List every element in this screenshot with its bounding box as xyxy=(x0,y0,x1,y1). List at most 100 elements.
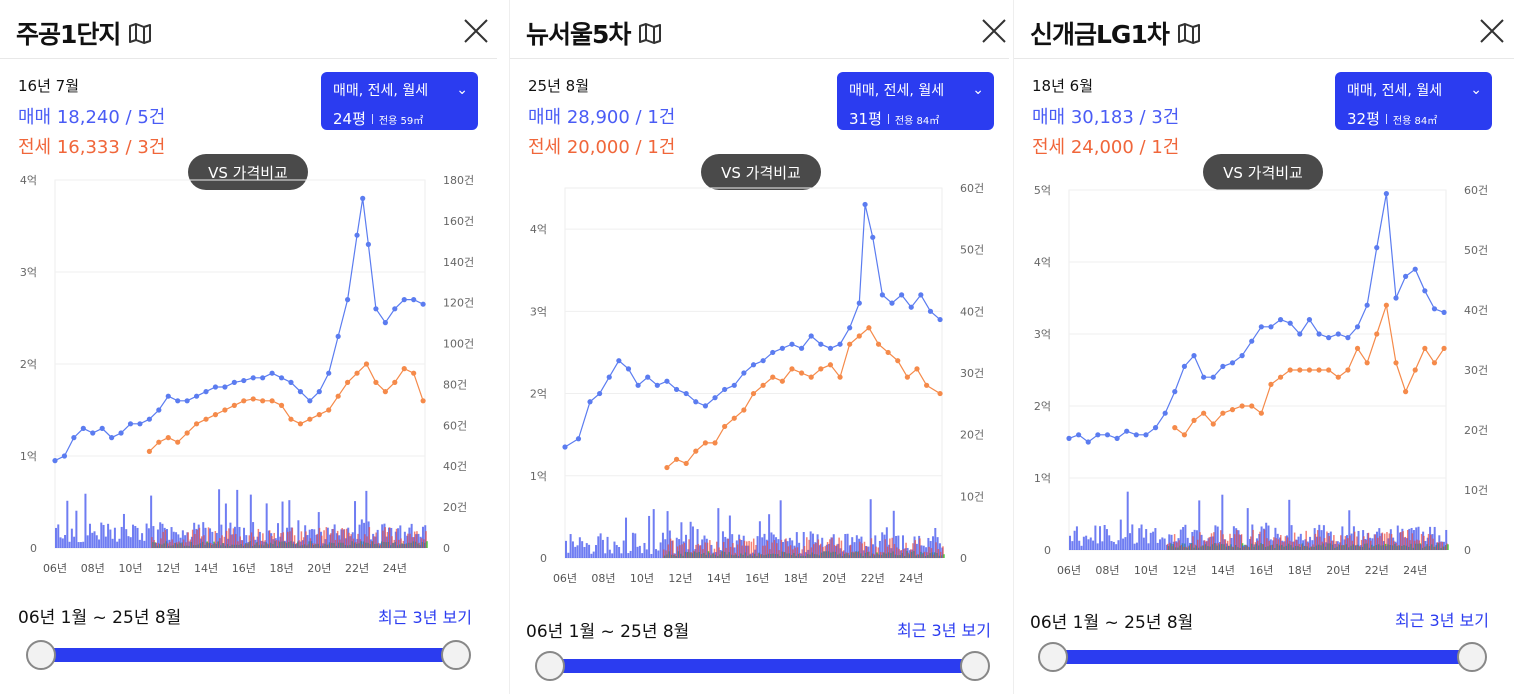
volume-bar xyxy=(1224,539,1227,550)
filter-dropdown[interactable]: 매매, 전세, 월세 ⌄ 32평 전용 84㎡ xyxy=(1335,72,1492,130)
volume-bar xyxy=(748,540,750,558)
volume-bar xyxy=(1185,546,1187,550)
volume-bar xyxy=(595,545,598,558)
volume-bar xyxy=(939,551,942,558)
apartment-title: 신개금LG1차 xyxy=(1030,20,1170,49)
y-right-tick-label: 10건 xyxy=(1464,484,1488,497)
volume-bar xyxy=(1374,534,1377,550)
close-icon[interactable] xyxy=(459,14,493,48)
volume-bar xyxy=(907,552,910,558)
map-icon[interactable] xyxy=(1177,22,1201,44)
volume-bar xyxy=(332,528,334,548)
volume-bar xyxy=(812,544,815,558)
range-slider-end-handle[interactable] xyxy=(960,651,990,681)
volume-bar xyxy=(1159,539,1162,550)
volume-bar xyxy=(64,535,67,548)
volume-bar xyxy=(368,527,371,548)
range-slider-start-handle[interactable] xyxy=(535,651,565,681)
volume-bar xyxy=(407,533,409,548)
range-slider-end-handle[interactable] xyxy=(1457,642,1487,672)
data-point xyxy=(895,358,901,364)
jeonse-price: 전세 16,333 / 3건 xyxy=(18,137,166,158)
volume-bar xyxy=(143,540,146,548)
range-slider-track[interactable] xyxy=(550,659,976,673)
map-icon[interactable] xyxy=(638,22,662,44)
filter-dropdown[interactable]: 매매, 전세, 월세 ⌄ 24평 전용 59㎡ xyxy=(321,72,478,130)
data-point xyxy=(875,341,882,347)
data-point xyxy=(1441,345,1447,351)
volume-bar xyxy=(685,534,688,558)
volume-bar xyxy=(1215,543,1217,550)
volume-bar xyxy=(1415,527,1418,550)
data-point xyxy=(1364,360,1370,366)
volume-bar xyxy=(370,541,373,548)
volume-bar xyxy=(631,532,634,558)
volume-bar xyxy=(889,538,891,558)
volume-bar xyxy=(1285,535,1288,550)
volume-bar xyxy=(808,539,810,558)
volume-bar xyxy=(245,535,248,548)
volume-bar xyxy=(1212,536,1215,550)
volume-bar xyxy=(1388,533,1391,550)
date-range-label: 06년 1월 ~ 25년 8월 xyxy=(18,608,182,628)
volume-bar xyxy=(681,544,683,558)
data-point xyxy=(1085,439,1091,445)
volume-bar xyxy=(704,542,706,558)
volume-bar xyxy=(615,545,618,558)
volume-bar xyxy=(1346,538,1349,550)
volume-bar xyxy=(225,530,228,548)
volume-bar xyxy=(1402,531,1404,550)
y-right-tick-label: 0 xyxy=(443,542,450,555)
data-point xyxy=(798,370,805,376)
volume-bar xyxy=(1401,528,1404,550)
volume-bar xyxy=(1092,540,1095,550)
volume-bar xyxy=(1273,537,1275,550)
volume-bar xyxy=(157,543,160,548)
close-icon[interactable] xyxy=(1475,14,1509,48)
data-point xyxy=(1220,363,1226,369)
recent-3-years-link[interactable]: 최근 3년 보기 xyxy=(897,621,991,640)
volume-bar xyxy=(373,536,375,548)
volume-bar xyxy=(1365,540,1367,550)
volume-bar xyxy=(578,537,581,558)
recent-3-years-link[interactable]: 최근 3년 보기 xyxy=(1395,611,1489,630)
volume-bar xyxy=(728,515,731,558)
volume-bar xyxy=(398,539,400,548)
volume-bar xyxy=(215,532,218,548)
range-slider-end-handle[interactable] xyxy=(441,640,471,670)
volume-bar xyxy=(576,545,579,558)
volume-bar xyxy=(171,539,174,548)
range-slider-start-handle[interactable] xyxy=(1038,642,1068,672)
volume-bar xyxy=(1126,491,1129,550)
volume-bar xyxy=(1305,530,1307,550)
range-slider-start-handle[interactable] xyxy=(26,640,56,670)
range-slider-track[interactable] xyxy=(1054,650,1473,664)
volume-bar xyxy=(277,523,279,548)
volume-bar xyxy=(590,553,593,558)
volume-bar xyxy=(842,550,845,558)
volume-bar xyxy=(1275,538,1277,550)
filter-pyeong: 32평 xyxy=(1347,110,1380,128)
volume-bar xyxy=(905,542,907,558)
close-icon[interactable] xyxy=(977,14,1011,48)
data-point xyxy=(635,382,641,388)
volume-bar xyxy=(1154,528,1157,550)
range-slider-track[interactable] xyxy=(40,648,456,662)
filter-dropdown[interactable]: 매매, 전세, 월세 ⌄ 31평 전용 84㎡ xyxy=(837,72,994,130)
selected-date: 25년 8월 xyxy=(528,77,589,95)
map-icon[interactable] xyxy=(128,22,152,44)
data-point xyxy=(1258,324,1264,330)
volume-bar xyxy=(691,526,694,558)
vs-compare-button[interactable]: VS 가격비교 xyxy=(188,154,308,190)
vs-compare-button[interactable]: VS 가격비교 xyxy=(701,154,821,190)
volume-bar xyxy=(239,536,241,548)
volume-bar xyxy=(1263,529,1266,550)
vs-compare-button[interactable]: VS 가격비교 xyxy=(1203,154,1323,190)
volume-bar xyxy=(914,540,917,558)
volume-bar xyxy=(895,535,898,558)
volume-bar xyxy=(849,544,852,558)
volume-bar xyxy=(1152,531,1155,550)
data-point xyxy=(1162,410,1168,416)
recent-3-years-link[interactable]: 최근 3년 보기 xyxy=(378,608,472,627)
volume-bar xyxy=(1342,544,1344,550)
